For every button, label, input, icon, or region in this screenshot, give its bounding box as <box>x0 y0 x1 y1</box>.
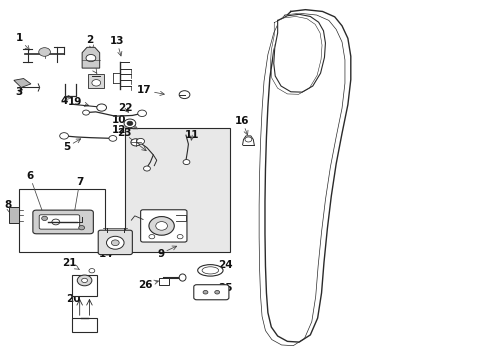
Circle shape <box>79 226 84 230</box>
Text: 24: 24 <box>206 260 232 271</box>
Circle shape <box>97 104 106 111</box>
Ellipse shape <box>197 265 223 276</box>
FancyBboxPatch shape <box>193 285 228 300</box>
Bar <box>19 189 104 252</box>
Polygon shape <box>82 47 100 68</box>
Circle shape <box>214 291 219 294</box>
Bar <box>159 278 168 285</box>
FancyBboxPatch shape <box>33 210 93 234</box>
Text: 1: 1 <box>15 33 29 50</box>
Polygon shape <box>9 207 19 223</box>
Circle shape <box>52 219 60 225</box>
Circle shape <box>149 234 155 239</box>
Ellipse shape <box>179 274 185 281</box>
Text: 11: 11 <box>184 130 199 140</box>
Text: 4: 4 <box>61 96 69 106</box>
Text: 14: 14 <box>99 246 114 258</box>
FancyBboxPatch shape <box>39 215 80 229</box>
Text: 2: 2 <box>86 35 93 49</box>
Polygon shape <box>264 10 350 342</box>
Circle shape <box>149 217 174 235</box>
FancyBboxPatch shape <box>141 210 186 242</box>
Text: 8: 8 <box>4 200 12 213</box>
Circle shape <box>127 121 133 126</box>
Circle shape <box>106 236 124 249</box>
Circle shape <box>156 222 167 230</box>
Circle shape <box>138 110 146 117</box>
Text: 5: 5 <box>63 139 81 152</box>
Text: 6: 6 <box>26 171 45 218</box>
Circle shape <box>86 54 96 62</box>
Text: 19: 19 <box>68 97 88 107</box>
Text: 15: 15 <box>156 214 175 227</box>
FancyBboxPatch shape <box>98 230 132 255</box>
Polygon shape <box>14 78 31 87</box>
Text: 23: 23 <box>117 125 131 138</box>
Circle shape <box>81 278 87 283</box>
Text: 25: 25 <box>205 283 232 293</box>
Circle shape <box>89 269 95 273</box>
Circle shape <box>60 133 68 139</box>
Circle shape <box>244 137 251 142</box>
Text: 7: 7 <box>72 177 83 219</box>
Bar <box>125 128 229 252</box>
Text: 17: 17 <box>137 85 164 95</box>
Text: 26: 26 <box>138 280 158 290</box>
Bar <box>72 275 97 296</box>
Circle shape <box>131 139 141 146</box>
Polygon shape <box>273 14 325 92</box>
Circle shape <box>177 234 183 239</box>
Text: 22: 22 <box>118 103 132 113</box>
Text: 10: 10 <box>112 115 137 129</box>
Circle shape <box>82 110 89 115</box>
Circle shape <box>41 216 47 221</box>
Circle shape <box>124 119 136 128</box>
Text: 9: 9 <box>157 246 176 258</box>
Text: 16: 16 <box>234 116 249 135</box>
Bar <box>72 318 97 332</box>
Circle shape <box>143 166 150 171</box>
Text: 3: 3 <box>15 87 22 97</box>
Ellipse shape <box>202 267 218 274</box>
Circle shape <box>137 138 144 144</box>
Circle shape <box>203 291 207 294</box>
Circle shape <box>77 275 92 286</box>
Text: 18: 18 <box>84 60 99 73</box>
Text: 12: 12 <box>112 125 146 150</box>
Circle shape <box>109 135 117 141</box>
Text: 20: 20 <box>66 292 84 304</box>
Circle shape <box>39 48 50 56</box>
Circle shape <box>111 240 119 246</box>
Circle shape <box>92 80 101 86</box>
Text: 13: 13 <box>109 36 124 56</box>
Bar <box>88 74 104 88</box>
Circle shape <box>179 91 189 99</box>
Text: 21: 21 <box>61 258 79 269</box>
Circle shape <box>183 159 189 165</box>
